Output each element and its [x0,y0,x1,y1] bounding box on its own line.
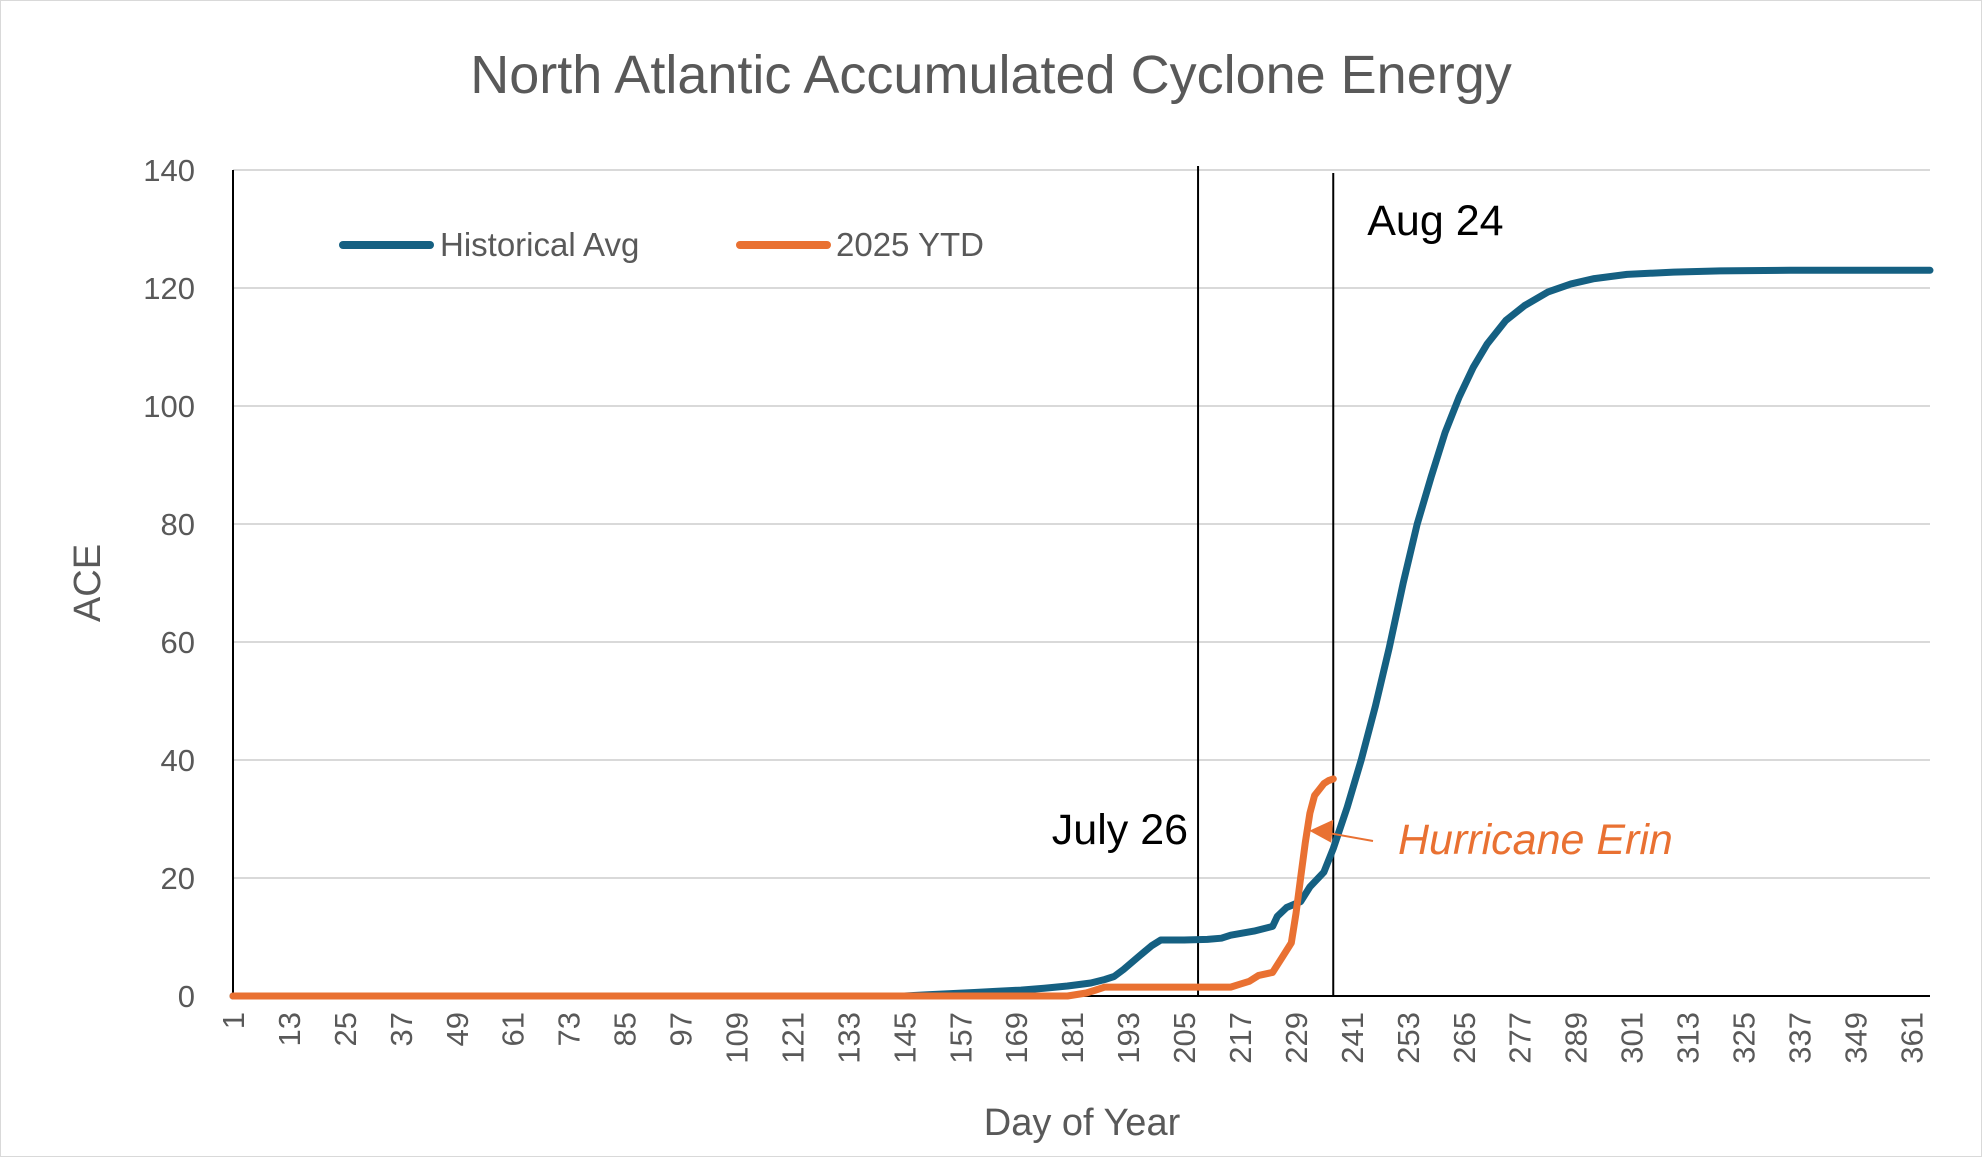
x-tick-label-49: 49 [440,1012,475,1046]
x-tick-label-277: 277 [1503,1012,1538,1064]
gridlines [233,169,1930,879]
y-tick-label-100: 100 [143,389,195,424]
y-tick-label-20: 20 [161,861,195,896]
series-lines [229,266,1934,1000]
x-tick-label-253: 253 [1391,1012,1426,1064]
x-tick-label-325: 325 [1727,1012,1762,1064]
x-tick-label-301: 301 [1615,1012,1650,1064]
x-tick-label-361: 361 [1894,1012,1929,1064]
x-tick-label-349: 349 [1838,1012,1873,1064]
y-axis-tick-labels: 0 20 40 60 80 100 120 140 [143,153,195,1014]
x-tick-label-205: 205 [1167,1012,1202,1064]
y-tick-label-40: 40 [161,743,195,778]
x-tick-label-337: 337 [1782,1012,1817,1064]
x-tick-label-181: 181 [1055,1012,1090,1064]
x-tick-label-169: 169 [999,1012,1034,1064]
x-tick-label-37: 37 [384,1012,419,1046]
marker-label-aug-24: Aug 24 [1367,197,1503,245]
x-axis-title: Day of Year [984,1102,1181,1144]
erin-arrow-shaft [1327,831,1374,842]
x-tick-label-85: 85 [608,1012,643,1046]
y-tick-label-60: 60 [161,625,195,660]
x-tick-label-193: 193 [1111,1012,1146,1064]
x-tick-label-25: 25 [328,1012,363,1046]
x-axis-tick-labels: 1 13 25 37 49 61 73 85 97 109 121 133 145 157 169 181 19… [216,1012,1929,1064]
y-tick-label-0: 0 [178,979,195,1014]
chart-title: North Atlantic Accumulated Cyclone Energ… [470,45,1512,105]
x-tick-label-61: 61 [496,1012,531,1046]
marker-label-july-26: July 26 [1052,806,1188,854]
y-axis-title: ACE [67,544,109,622]
x-tick-label-313: 313 [1671,1012,1706,1064]
y-tick-label-80: 80 [161,507,195,542]
annotation-hurricane-erin: Hurricane Erin [1398,816,1673,864]
legend-label-historical-avg: Historical Avg [440,226,639,263]
x-tick-label-241: 241 [1335,1012,1370,1064]
x-tick-label-217: 217 [1223,1012,1258,1064]
x-tick-label-289: 289 [1559,1012,1594,1064]
series-line-2025-ytd [229,775,1337,1000]
y-tick-label-120: 120 [143,271,195,306]
erin-arrowhead [1309,819,1334,843]
annotations: Hurricane Erin [1309,816,1673,864]
x-tick-label-109: 109 [720,1012,755,1064]
y-tick-label-140: 140 [143,153,195,188]
x-tick-label-229: 229 [1279,1012,1314,1064]
series-line-historical-avg [229,266,1934,1000]
x-tick-label-73: 73 [552,1012,587,1046]
x-tick-label-121: 121 [775,1012,810,1064]
x-tick-label-157: 157 [943,1012,978,1064]
legend: Historical Avg 2025 YTD [339,226,984,263]
x-tick-label-97: 97 [664,1012,699,1046]
x-tick-label-265: 265 [1447,1012,1482,1064]
vertical-markers: July 26 Aug 24 [1052,166,1504,996]
legend-label-2025-ytd: 2025 YTD [836,226,984,263]
x-tick-label-1: 1 [216,1012,251,1029]
x-tick-label-13: 13 [272,1012,307,1046]
x-tick-label-145: 145 [887,1012,922,1064]
x-tick-label-133: 133 [831,1012,866,1064]
